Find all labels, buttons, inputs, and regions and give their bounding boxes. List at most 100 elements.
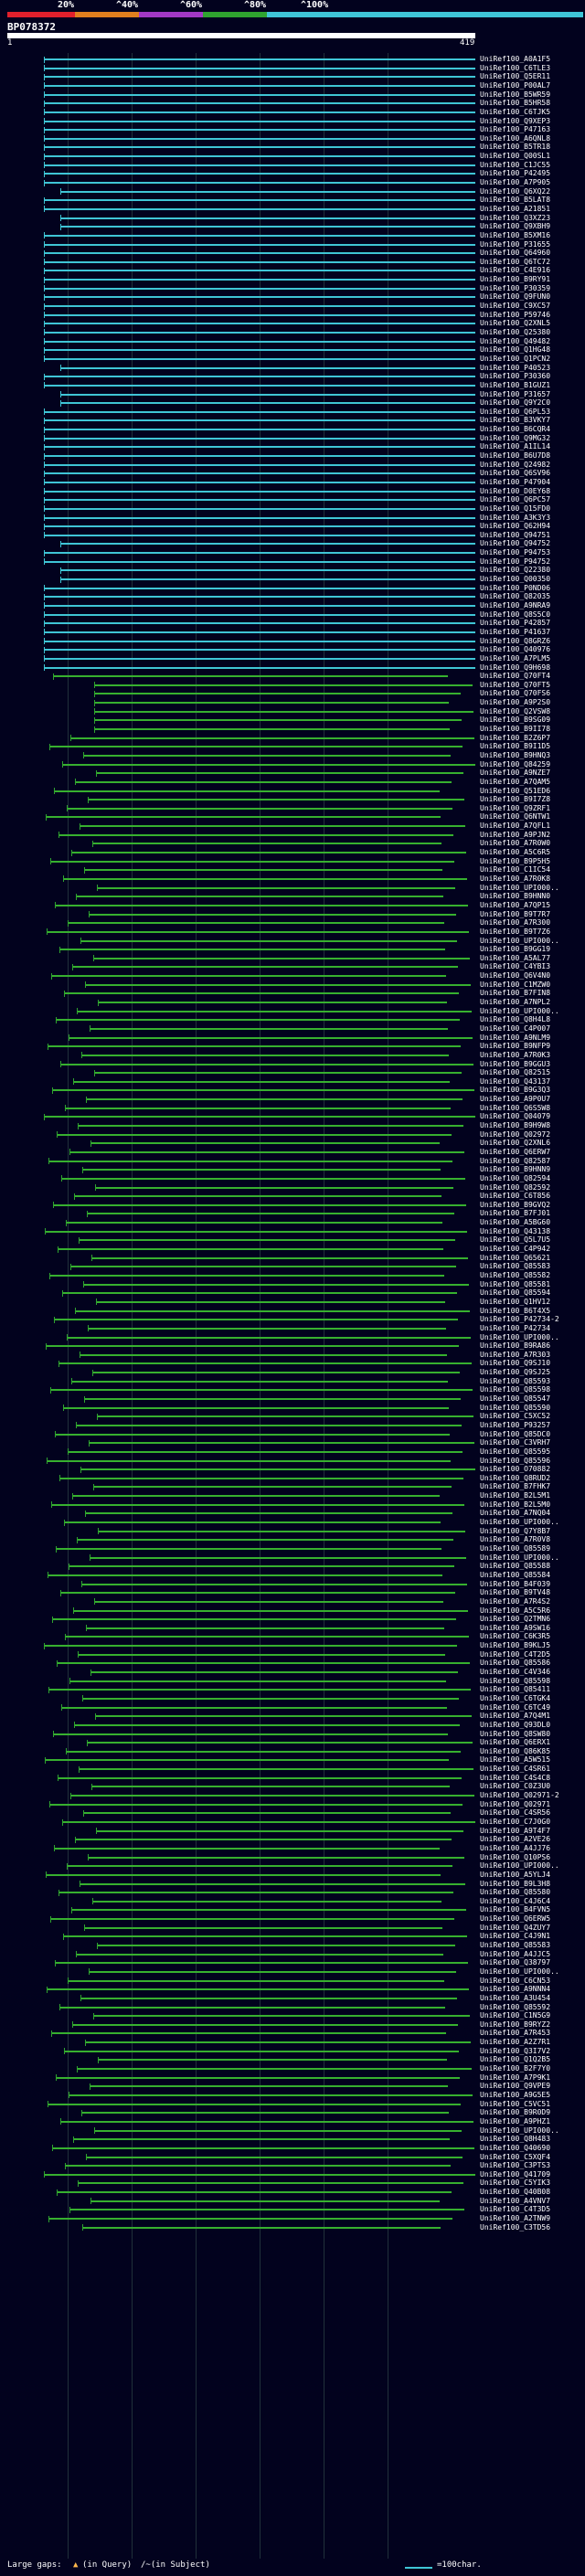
hit-label[interactable]: UniRef100_Q84259 <box>480 759 551 769</box>
hit-label[interactable]: UniRef100_UPI000.. <box>480 936 559 945</box>
hit-label[interactable]: UniRef100_Q6PL53 <box>480 407 551 416</box>
hit-label[interactable]: UniRef100_C0Z3U0 <box>480 1782 551 1791</box>
hit-label[interactable]: UniRef100_A7R303 <box>480 1350 551 1359</box>
hit-label[interactable]: UniRef100_Q85598 <box>480 1676 551 1685</box>
hit-label[interactable]: UniRef100_B9T7Z6 <box>480 927 551 936</box>
hit-alignment-bar[interactable] <box>44 640 475 642</box>
hit-label[interactable]: UniRef100_B3VKY7 <box>480 416 551 425</box>
hit-label[interactable]: UniRef100_B9TV48 <box>480 1588 551 1597</box>
hit-label[interactable]: UniRef100_Q85582 <box>480 1271 551 1279</box>
hit-label[interactable]: UniRef100_P30360 <box>480 372 551 381</box>
hit-alignment-bar[interactable] <box>44 666 475 669</box>
hit-alignment-bar[interactable] <box>91 1786 450 1788</box>
hit-alignment-bar[interactable] <box>96 772 463 775</box>
hit-alignment-bar[interactable] <box>44 111 475 113</box>
hit-label[interactable]: UniRef100_A5AL77 <box>480 953 551 962</box>
hit-alignment-bar[interactable] <box>46 816 441 819</box>
hit-label[interactable]: UniRef100_B9I7Z8 <box>480 795 551 804</box>
hit-label[interactable]: UniRef100_A7R453 <box>480 2029 551 2038</box>
hit-alignment-bar[interactable] <box>44 481 475 483</box>
hit-alignment-bar[interactable] <box>52 2147 474 2149</box>
hit-label[interactable]: UniRef100_Q85411 <box>480 1685 551 1694</box>
hit-alignment-bar[interactable] <box>44 243 475 246</box>
hit-alignment-bar[interactable] <box>75 1309 470 1312</box>
hit-alignment-bar[interactable] <box>83 1283 469 1286</box>
hit-alignment-bar[interactable] <box>44 199 475 202</box>
hit-alignment-bar[interactable] <box>87 1742 473 1744</box>
hit-alignment-bar[interactable] <box>44 296 475 299</box>
hit-label[interactable]: UniRef100_C1JC55 <box>480 160 551 169</box>
hit-alignment-bar[interactable] <box>90 2200 440 2202</box>
hit-alignment-bar[interactable] <box>44 446 475 449</box>
hit-alignment-bar[interactable] <box>62 763 475 766</box>
hit-alignment-bar[interactable] <box>93 1486 452 1489</box>
hit-label[interactable]: UniRef100_P41637 <box>480 627 551 636</box>
hit-alignment-bar[interactable] <box>49 1275 444 1277</box>
hit-alignment-bar[interactable] <box>60 1063 473 1065</box>
hit-alignment-bar[interactable] <box>68 1979 444 1982</box>
hit-alignment-bar[interactable] <box>72 2023 458 2026</box>
hit-alignment-bar[interactable] <box>72 1495 440 1498</box>
hit-label[interactable]: UniRef100_Q3I7V2 <box>480 2046 551 2055</box>
hit-alignment-bar[interactable] <box>44 657 475 660</box>
hit-label[interactable]: UniRef100_Q85593 <box>480 1376 551 1385</box>
hit-label[interactable]: UniRef100_Q02972 <box>480 1129 551 1139</box>
hit-label[interactable]: UniRef100_C4P007 <box>480 1023 551 1033</box>
hit-label[interactable]: UniRef100_C4J6C4 <box>480 1896 551 1905</box>
hit-label[interactable]: UniRef100_C1N5G9 <box>480 2011 551 2020</box>
hit-label[interactable]: UniRef100_C6T856 <box>480 1192 551 1201</box>
hit-label[interactable]: UniRef100_C4E916 <box>480 266 551 275</box>
hit-label[interactable]: UniRef100_Q6ERW7 <box>480 1147 551 1156</box>
hit-label[interactable]: UniRef100_UPI000.. <box>480 1966 559 1976</box>
hit-alignment-bar[interactable] <box>84 1926 442 1929</box>
hit-alignment-bar[interactable] <box>69 1150 464 1153</box>
hit-alignment-bar[interactable] <box>44 305 475 308</box>
hit-label[interactable]: UniRef100_Q10PS6 <box>480 1852 551 1861</box>
hit-alignment-bar[interactable] <box>44 84 475 87</box>
hit-label[interactable]: UniRef100_B5WR59 <box>480 90 551 99</box>
hit-label[interactable]: UniRef100_B7FIN8 <box>480 989 551 998</box>
hit-alignment-bar[interactable] <box>44 102 475 105</box>
hit-alignment-bar[interactable] <box>75 780 452 783</box>
hit-alignment-bar[interactable] <box>86 1098 463 1101</box>
hit-label[interactable]: UniRef100_P00AL7 <box>480 80 551 90</box>
hit-alignment-bar[interactable] <box>60 217 475 219</box>
hit-label[interactable]: UniRef100_Q40B08 <box>480 2188 551 2197</box>
hit-label[interactable]: UniRef100_Q8GRZ6 <box>480 636 551 645</box>
hit-label[interactable]: UniRef100_B9P5H5 <box>480 856 551 865</box>
hit-label[interactable]: UniRef100_Q85588 <box>480 1562 551 1571</box>
hit-label[interactable]: UniRef100_Q2TMN6 <box>480 1615 551 1624</box>
hit-label[interactable]: UniRef100_A9G5E5 <box>480 2090 551 2099</box>
hit-alignment-bar[interactable] <box>88 1856 464 1859</box>
hit-alignment-bar[interactable] <box>84 869 442 872</box>
hit-label[interactable]: UniRef100_C5YIK3 <box>480 2178 551 2188</box>
hit-alignment-bar[interactable] <box>44 463 475 466</box>
hit-alignment-bar[interactable] <box>85 1512 452 1515</box>
hit-label[interactable]: UniRef100_C1MZW0 <box>480 980 551 989</box>
hit-alignment-bar[interactable] <box>90 1671 458 1674</box>
hit-label[interactable]: UniRef100_A7QFL1 <box>480 822 551 831</box>
hit-label[interactable]: UniRef100_Q8H483 <box>480 2135 551 2144</box>
hit-alignment-bar[interactable] <box>44 58 475 60</box>
hit-label[interactable]: UniRef100_UPI000.. <box>480 883 559 892</box>
hit-label[interactable]: UniRef100_A7R4S2 <box>480 1596 551 1606</box>
hit-label[interactable]: UniRef100_Q8RUD2 <box>480 1473 551 1482</box>
hit-label[interactable]: UniRef100_B9II78 <box>480 725 551 734</box>
hit-label[interactable]: UniRef100_Q51ED6 <box>480 786 551 795</box>
hit-alignment-bar[interactable] <box>52 1618 456 1621</box>
hit-label[interactable]: UniRef100_A5W515 <box>480 1755 551 1765</box>
hit-alignment-bar[interactable] <box>49 746 463 748</box>
hit-alignment-bar[interactable] <box>58 1248 443 1251</box>
hit-alignment-bar[interactable] <box>58 1776 462 1779</box>
hit-alignment-bar[interactable] <box>79 1239 455 1242</box>
hit-alignment-bar[interactable] <box>81 1054 449 1056</box>
hit-label[interactable]: UniRef100_Q9MG32 <box>480 433 551 442</box>
hit-alignment-bar[interactable] <box>60 226 475 228</box>
hit-alignment-bar[interactable] <box>96 1829 463 1832</box>
hit-label[interactable]: UniRef100_B4F039 <box>480 1579 551 1588</box>
hit-alignment-bar[interactable] <box>48 2103 461 2105</box>
hit-alignment-bar[interactable] <box>97 886 455 889</box>
hit-label[interactable]: UniRef100_A9P0U7 <box>480 1095 551 1104</box>
hit-label[interactable]: UniRef100_A7R300 <box>480 918 551 928</box>
hit-label[interactable]: UniRef100_Q85581 <box>480 1279 551 1288</box>
